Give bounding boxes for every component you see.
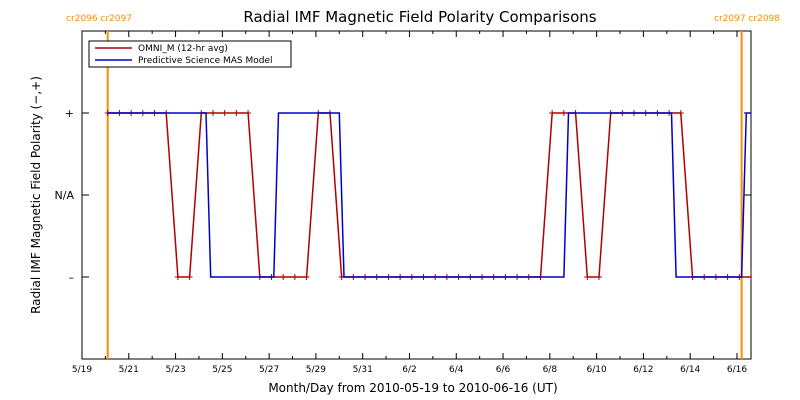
series-marker-0 [549, 110, 556, 116]
series-marker-0 [280, 274, 287, 280]
x-tick-label: 6/8 [543, 365, 558, 375]
x-tick-label: 5/21 [119, 365, 139, 375]
x-tick-label: 5/29 [306, 365, 326, 375]
x-tick-label: 5/27 [259, 365, 279, 375]
x-tick-label: 6/12 [633, 365, 653, 375]
y-axis-label: Radial IMF Magnetic Field Polarity (−,+) [29, 76, 43, 314]
x-tick-label: 5/31 [353, 365, 373, 375]
x-tick-label: 6/2 [402, 365, 416, 375]
series-marker-0 [584, 274, 591, 280]
series-marker-0 [677, 110, 684, 116]
x-tick-label: 5/25 [212, 365, 232, 375]
series-group [104, 110, 751, 280]
series-marker-0 [209, 110, 216, 116]
y-tick-label: – [69, 271, 75, 284]
carrington-label: cr2097 cr2098 [714, 14, 780, 24]
x-tick-label: 6/16 [727, 365, 747, 375]
series-marker-0 [291, 274, 298, 280]
carrington-label: cr2096 cr2097 [66, 14, 132, 24]
series-marker-0 [303, 274, 310, 280]
y-tick-label: + [65, 107, 74, 120]
series-marker-0 [595, 274, 602, 280]
x-tick-label: 5/23 [165, 365, 185, 375]
chart-title: Radial IMF Magnetic Field Polarity Compa… [243, 8, 596, 26]
series-line-1 [107, 112, 751, 278]
series-marker-0 [174, 274, 181, 280]
x-tick-label: 5/19 [72, 365, 92, 375]
series-marker-0 [748, 274, 751, 280]
legend-label-omni: OMNI_M (12-hr avg) [138, 44, 228, 54]
series-marker-0 [245, 110, 252, 116]
legend: OMNI_M (12-hr avg) Predictive Science MA… [88, 40, 292, 68]
series-marker-0 [186, 274, 193, 280]
series-marker-0 [560, 110, 567, 116]
y-tick-label: N/A [55, 189, 75, 202]
x-tick-label: 6/4 [449, 365, 464, 375]
x-tick-label: 6/14 [680, 365, 700, 375]
x-tick-label: 6/6 [496, 365, 511, 375]
x-tick-label: 6/10 [587, 365, 607, 375]
x-axis-label: Month/Day from 2010-05-19 to 2010-06-16 … [268, 381, 557, 395]
series-marker-0 [221, 110, 228, 116]
series-marker-0 [233, 110, 240, 116]
legend-label-mas: Predictive Science MAS Model [138, 56, 273, 66]
